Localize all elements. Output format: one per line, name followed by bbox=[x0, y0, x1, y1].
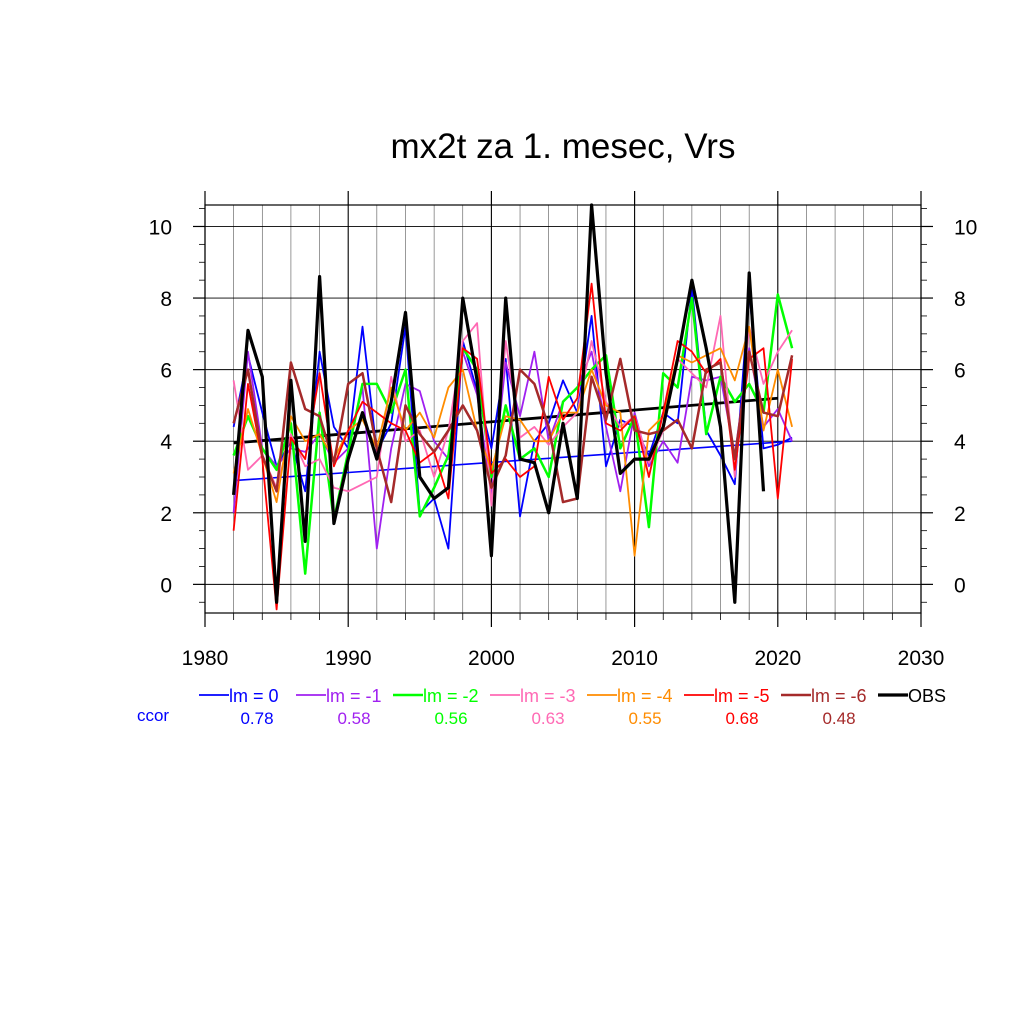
series-line-lm-6 bbox=[232, 350, 794, 504]
y-tick-label-right: 0 bbox=[954, 574, 966, 597]
ccor-value: 0.68 bbox=[725, 709, 758, 728]
y-tick-label-left: 10 bbox=[149, 216, 172, 239]
ccor-values: 0.78 0.58 0.56 0.63 0.55 0.68 0.48 bbox=[240, 709, 855, 728]
legend-label: lm = 0 bbox=[229, 686, 279, 706]
ccor-value: 0.78 bbox=[240, 709, 273, 728]
y-tick-label-left: 8 bbox=[160, 288, 172, 311]
ccor-label: ccor bbox=[137, 706, 169, 725]
y-tick-label-left: 0 bbox=[160, 574, 172, 597]
x-tick-label: 2000 bbox=[468, 647, 515, 670]
y-tick-label-right: 2 bbox=[954, 503, 966, 526]
x-tick-label: 1990 bbox=[325, 647, 372, 670]
legend-label: lm = -1 bbox=[326, 686, 382, 706]
chart-title: mx2t za 1. mesec, Vrs bbox=[391, 127, 736, 166]
axis-ticks: 1980 1990 2000 2010 2020 2030 0 0 2 2 4 4 6 6 8 8 10 10 bbox=[149, 191, 977, 670]
ccor-value: 0.63 bbox=[531, 709, 564, 728]
legend-label: lm = -5 bbox=[714, 686, 770, 706]
legend-label: lm = -4 bbox=[617, 686, 673, 706]
series-line-obs bbox=[232, 203, 766, 604]
grid-lines bbox=[204, 205, 922, 613]
ccor-value: 0.56 bbox=[434, 709, 467, 728]
ccor-value: 0.55 bbox=[628, 709, 661, 728]
legend: lm = 0 lm = -1 lm = -2 lm = -3 lm = -4 lm = -… bbox=[199, 686, 946, 706]
y-tick-label-left: 2 bbox=[160, 503, 172, 526]
y-tick-label-right: 8 bbox=[954, 288, 966, 311]
series-lines bbox=[232, 203, 794, 611]
x-tick-label: 2010 bbox=[611, 647, 658, 670]
plot-frame bbox=[204, 204, 922, 614]
series-line-lm-2 bbox=[232, 293, 794, 575]
x-tick-label: 2030 bbox=[898, 647, 945, 670]
ccor-value: 0.58 bbox=[337, 709, 370, 728]
legend-label: lm = -2 bbox=[423, 686, 479, 706]
y-tick-label-right: 10 bbox=[954, 216, 977, 239]
legend-label: lm = -3 bbox=[520, 686, 576, 706]
y-tick-label-left: 6 bbox=[160, 360, 172, 383]
y-tick-label-right: 6 bbox=[954, 360, 966, 383]
x-tick-label: 1980 bbox=[182, 647, 229, 670]
ccor-value: 0.48 bbox=[822, 709, 855, 728]
y-tick-label-left: 4 bbox=[160, 431, 172, 454]
legend-label: lm = -6 bbox=[811, 686, 867, 706]
x-tick-label: 2020 bbox=[754, 647, 801, 670]
y-tick-label-right: 4 bbox=[954, 431, 966, 454]
legend-label: OBS bbox=[908, 686, 946, 706]
